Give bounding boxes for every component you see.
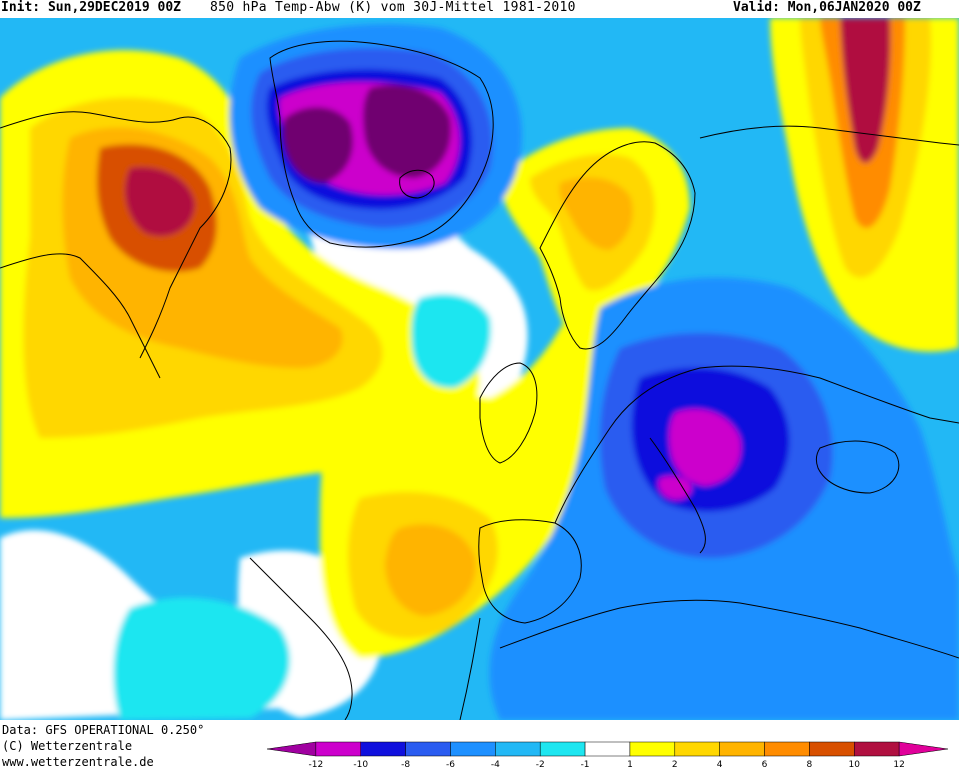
cold-anomaly-south-atlantic <box>113 597 290 720</box>
cold-anomaly-balkans-magenta <box>669 409 741 486</box>
warm-anomaly-azores-core <box>385 524 476 616</box>
warm-anomaly-canada-peak <box>125 167 195 237</box>
cold-anomaly-greenland-core-west <box>282 107 353 183</box>
legend-tick-label: -10 <box>353 760 368 770</box>
legend-tick-label: -12 <box>309 760 324 770</box>
coastline-scandinavia <box>539 141 696 350</box>
chart-title: 850 hPa Temp-Abw (K) vom 30J-Mittel 1981… <box>210 0 576 15</box>
coastline-europe-mainland <box>554 365 959 524</box>
coastline-greenland <box>269 40 494 248</box>
coastline-italy <box>649 437 706 554</box>
coastline-black-sea <box>815 440 900 494</box>
color-legend-labels: -12 -10 -8 -6 -4 -2 -1 1 2 4 6 8 10 12 <box>309 760 905 770</box>
legend-swatch <box>674 741 720 757</box>
color-legend: -12 -10 -8 -6 -4 -2 -1 1 2 4 6 8 10 12 <box>266 741 949 770</box>
legend-tick-label: -6 <box>446 760 455 770</box>
legend-swatch <box>266 741 317 757</box>
cold-anomaly-atlantic-blob <box>411 294 491 389</box>
legend-tick-label: -8 <box>401 760 410 770</box>
legend-swatch <box>539 741 586 757</box>
legend-swatch <box>315 741 361 757</box>
legend-swatch <box>405 741 451 757</box>
coastline-north-africa <box>499 599 959 659</box>
warm-anomaly-scandinavia-core <box>559 177 633 250</box>
color-legend-swatches <box>266 741 949 757</box>
warm-anomaly-siberia-peak <box>840 18 891 163</box>
coastline-russia <box>699 125 959 146</box>
legend-swatch <box>854 741 900 757</box>
legend-tick-label: -1 <box>581 760 590 770</box>
copyright-label: (C) Wetterzentrale <box>2 739 133 753</box>
temperature-anomaly-map <box>0 18 959 720</box>
legend-swatch <box>898 741 949 757</box>
coastline-canada-east <box>0 253 161 379</box>
legend-swatch <box>450 741 496 757</box>
website-label: www.wetterzentrale.de <box>2 755 154 769</box>
legend-tick-label: 10 <box>849 760 861 770</box>
chart-header: Init: Sun,29DEC2019 00Z 850 hPa Temp-Abw… <box>0 0 959 18</box>
valid-time-label: Valid: Mon,06JAN2020 00Z <box>733 0 921 15</box>
legend-swatch <box>629 741 676 757</box>
legend-tick-label: 1 <box>627 760 633 770</box>
coastline-british-isles <box>479 362 538 464</box>
legend-swatch <box>764 741 810 757</box>
coastline-iceland <box>399 169 435 199</box>
cold-anomaly-italy-magenta <box>658 476 692 500</box>
legend-swatch <box>584 741 631 757</box>
legend-tick-label: 12 <box>893 760 904 770</box>
legend-swatch <box>809 741 855 757</box>
legend-tick-label: 6 <box>762 760 768 770</box>
init-time-label: Init: Sun,29DEC2019 00Z <box>1 0 182 15</box>
coastline-canada-arctic <box>0 111 232 359</box>
cold-anomaly-greenland-core-east <box>363 84 451 178</box>
legend-swatch <box>360 741 406 757</box>
legend-tick-label: 8 <box>807 760 813 770</box>
coastline-americas <box>249 557 353 720</box>
coastline-iberia <box>478 519 582 624</box>
legend-tick-label: 2 <box>672 760 678 770</box>
legend-swatch <box>495 741 541 757</box>
legend-swatch <box>719 741 765 757</box>
data-source-label: Data: GFS OPERATIONAL 0.250° <box>2 723 205 737</box>
legend-tick-label: 4 <box>717 760 723 770</box>
coastlines <box>0 40 959 720</box>
legend-tick-label: -4 <box>491 760 500 770</box>
coastline-west-africa <box>459 617 481 720</box>
legend-tick-label: -2 <box>536 760 545 770</box>
